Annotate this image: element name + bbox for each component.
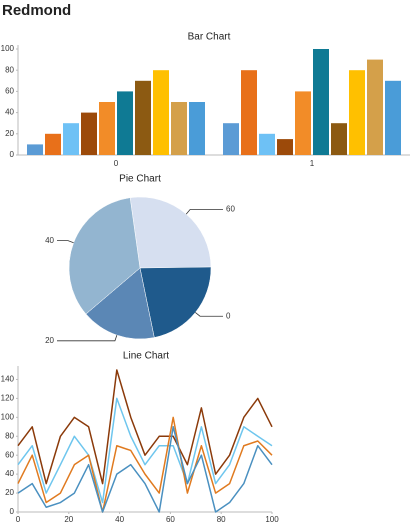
chart-title: Bar Chart (188, 32, 231, 43)
line-series (17, 397, 273, 504)
slice-label: 20 (45, 336, 54, 345)
leader-line (57, 240, 74, 244)
bar (367, 59, 383, 155)
y-tick-label: 60 (5, 87, 14, 96)
bar (331, 123, 347, 155)
page-title: Redmond (2, 2, 71, 19)
bar (63, 123, 79, 155)
bar (45, 133, 61, 155)
y-tick-label: 80 (5, 431, 14, 440)
bar (27, 144, 43, 155)
x-tick-label: 100 (265, 515, 279, 524)
bar (385, 80, 401, 155)
bar (135, 80, 151, 155)
bar (99, 102, 115, 155)
y-tick-label: 100 (1, 44, 15, 53)
line-series (17, 369, 273, 485)
y-tick-label: 40 (5, 469, 14, 478)
line-series (17, 426, 273, 513)
x-tick-label: 0 (16, 515, 21, 524)
y-tick-label: 60 (5, 450, 14, 459)
y-tick-label: 20 (5, 129, 14, 138)
leader-line (57, 335, 118, 342)
x-tick-label: 60 (166, 515, 175, 524)
y-tick-label: 0 (10, 507, 15, 516)
y-tick-label: 140 (1, 375, 15, 384)
bar (117, 91, 133, 155)
slice-label: 0 (226, 311, 231, 320)
x-tick-label: 0 (114, 159, 119, 168)
x-tick-label: 20 (64, 515, 73, 524)
pie-slice (129, 196, 212, 269)
bar (153, 70, 169, 155)
bar (295, 91, 311, 155)
bar (259, 133, 275, 155)
y-tick-label: 40 (5, 108, 14, 117)
pie-slice (85, 267, 155, 340)
slice-label: 40 (45, 236, 54, 245)
y-tick-label: 0 (10, 150, 15, 159)
chart-title: Line Chart (123, 351, 169, 362)
chart-title: Pie Chart (119, 174, 161, 185)
x-tick-label: 1 (310, 159, 315, 168)
bar (81, 112, 97, 155)
bar (171, 102, 187, 155)
x-tick-label: 80 (217, 515, 226, 524)
bar (277, 139, 293, 155)
leader-line (185, 209, 223, 215)
y-tick-label: 100 (1, 412, 15, 421)
y-tick-label: 20 (5, 488, 14, 497)
slice-label: 60 (226, 205, 235, 214)
line-series (17, 416, 273, 513)
bar (313, 49, 329, 155)
y-tick-label: 80 (5, 65, 14, 74)
bar (241, 70, 257, 155)
bar (189, 102, 205, 155)
bar (223, 123, 239, 155)
x-tick-label: 40 (115, 515, 124, 524)
bar (349, 70, 365, 155)
y-tick-label: 120 (1, 394, 15, 403)
leader-line (195, 312, 223, 317)
